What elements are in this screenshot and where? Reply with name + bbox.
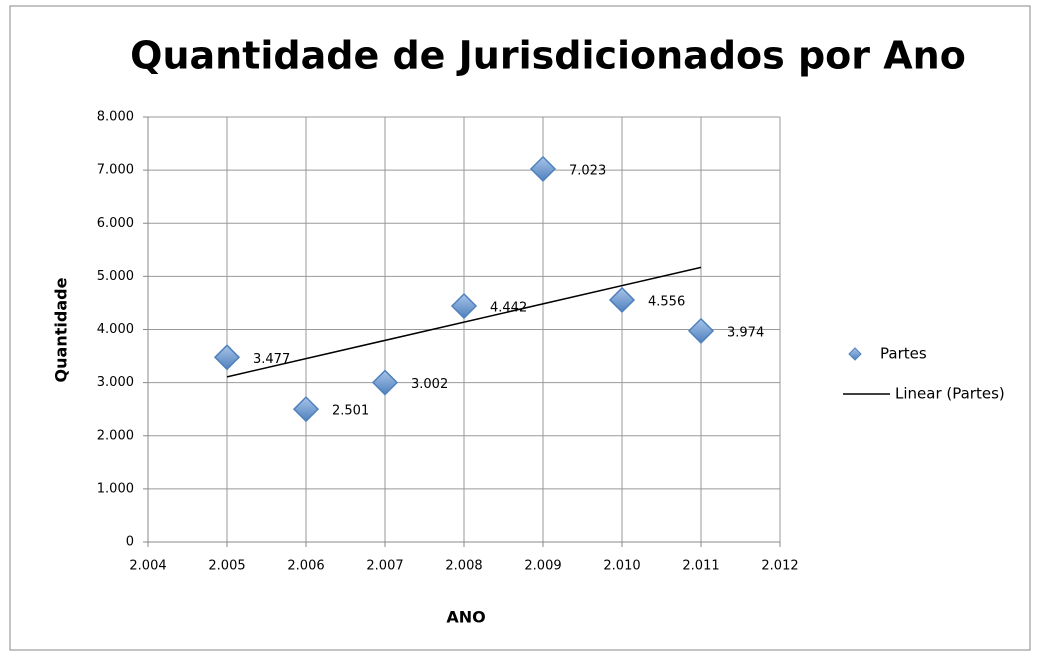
chart-title: Quantidade de Jurisdicionados por Ano [130,34,966,78]
point [608,286,636,314]
y-tick-label: 6.000 [97,216,134,231]
legend-label: Linear (Partes) [895,385,1005,403]
x-tick-label: 2.011 [682,559,719,574]
y-axis-label: Quantidade [52,277,71,382]
data-label: 3.002 [411,377,448,392]
point [529,155,557,182]
x-axis-label: ANO [446,608,485,627]
data-label: 7.023 [569,163,606,178]
x-tick-label: 2.005 [208,559,245,574]
y-tick-label: 2.000 [97,428,134,443]
point [292,396,320,423]
y-tick-label: 0 [126,535,134,550]
trendline [226,266,702,378]
y-tick-label: 8.000 [97,110,134,125]
x-tick-label: 2.010 [603,559,640,574]
point [687,317,715,344]
y-tick-label: 3.000 [97,375,134,390]
legend-label: Partes [880,345,927,363]
data-label: 3.477 [253,352,290,367]
chart-frame [9,5,1031,651]
y-tick-label: 7.000 [97,163,134,178]
x-tick-label: 2.007 [366,559,403,574]
point [371,369,399,396]
x-tick-label: 2.004 [129,559,166,574]
data-label: 4.442 [490,301,527,316]
legend-marker [848,347,862,361]
x-tick-label: 2.009 [524,559,561,574]
data-label: 3.974 [727,325,764,340]
x-tick-label: 2.008 [445,559,482,574]
y-tick-label: 5.000 [97,269,134,284]
point [213,344,241,371]
data-label: 4.556 [648,294,685,309]
data-label: 2.501 [332,404,369,419]
y-tick-label: 4.000 [97,322,134,337]
y-tick-label: 1.000 [97,481,134,496]
x-tick-label: 2.012 [761,559,798,574]
x-tick-label: 2.006 [287,559,324,574]
point [450,292,478,320]
